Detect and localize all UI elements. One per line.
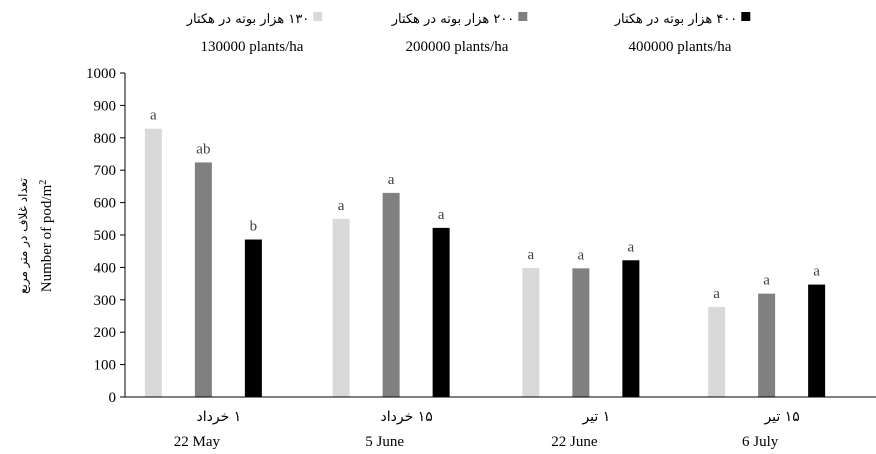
x-category-label-fa: ۱۵ تیر — [763, 409, 799, 425]
y-tick-label: 0 — [109, 390, 117, 406]
bar — [808, 284, 826, 397]
y-tick-label: 100 — [94, 358, 117, 374]
x-category-label-fa: ۱ تیر — [581, 409, 610, 425]
bar — [332, 218, 350, 397]
y-tick-label: 700 — [94, 163, 117, 179]
x-category-label-en: 5 June — [365, 434, 404, 450]
y-axis-label-superscript: 2 — [38, 180, 49, 185]
x-category-label-fa: ۱ خرداد — [197, 409, 242, 425]
significance-letter: a — [763, 273, 770, 289]
significance-letter: a — [338, 198, 345, 214]
legend-swatch — [518, 12, 528, 21]
legend-label-en: 200000 plants/ha — [406, 39, 509, 55]
y-axis-label-fa: تعداد غلاف در متر مربع — [16, 178, 31, 294]
bar — [194, 162, 212, 397]
significance-letter: b — [250, 219, 258, 235]
significance-letter: a — [713, 286, 720, 302]
significance-letter: a — [528, 247, 535, 263]
legend-swatch — [741, 12, 751, 21]
legend-label-fa: ۱۳۰ هزار بوته در هکتار — [186, 12, 310, 27]
legend-label-fa: ۲۰۰ هزار بوته در هکتار — [391, 12, 515, 27]
y-tick-label: 900 — [94, 98, 117, 114]
significance-letter: ab — [196, 141, 210, 157]
bar — [144, 128, 162, 397]
y-axis-label-fa-wrap: تعداد غلاف در متر مربع — [16, 178, 31, 294]
significance-letter: a — [813, 264, 820, 280]
y-axis-label: تعداد غلاف در متر مربع Number of pod/m2 — [16, 178, 55, 294]
significance-letter: a — [578, 247, 585, 263]
legend-label-fa: ۴۰۰ هزار بوته در هکتار — [614, 12, 738, 27]
y-axis-label-en-wrap: Number of pod/m2 — [38, 180, 56, 292]
y-axis: 0 100 200 300 400 500 600 700 800 900 1000 — [86, 66, 126, 406]
legend-swatch — [313, 12, 323, 21]
legend-label-en: 400000 plants/ha — [629, 39, 732, 55]
x-category-label-en: 22 June — [551, 434, 598, 450]
y-tick-label: 300 — [94, 293, 117, 309]
bar — [522, 268, 540, 397]
significance-letter: a — [628, 239, 635, 255]
bar — [622, 260, 640, 397]
bar — [432, 227, 450, 397]
x-axis: ۱ خرداد 22 May ۱۵ خرداد 5 June ۱ تیر 22 June ۱… — [125, 396, 876, 450]
legend: ۱۳۰ هزار بوته در هکتار 130000 plants/ha ۲۰… — [186, 12, 751, 55]
bars: a ab b a a a a a a a a a — [144, 108, 826, 397]
legend-label-en: 130000 plants/ha — [201, 39, 304, 55]
x-category-label-fa: ۱۵ خرداد — [381, 409, 433, 425]
bar — [382, 192, 400, 397]
bar — [572, 268, 590, 397]
x-category-label-en: 6 July — [742, 434, 779, 450]
y-tick-label: 1000 — [86, 66, 116, 82]
bar — [758, 293, 776, 397]
significance-letter: a — [388, 172, 395, 188]
bar — [244, 239, 262, 397]
y-tick-label: 800 — [94, 131, 117, 147]
y-axis-label-en: Number of pod/m2 — [38, 180, 56, 292]
bar — [708, 306, 726, 397]
x-category-label-en: 22 May — [174, 434, 221, 450]
y-tick-label: 400 — [94, 260, 117, 276]
y-tick-label: 600 — [94, 196, 117, 212]
significance-letter: a — [150, 108, 157, 124]
y-tick-label: 200 — [94, 325, 117, 341]
y-tick-label: 500 — [94, 228, 117, 244]
significance-letter: a — [438, 207, 445, 223]
